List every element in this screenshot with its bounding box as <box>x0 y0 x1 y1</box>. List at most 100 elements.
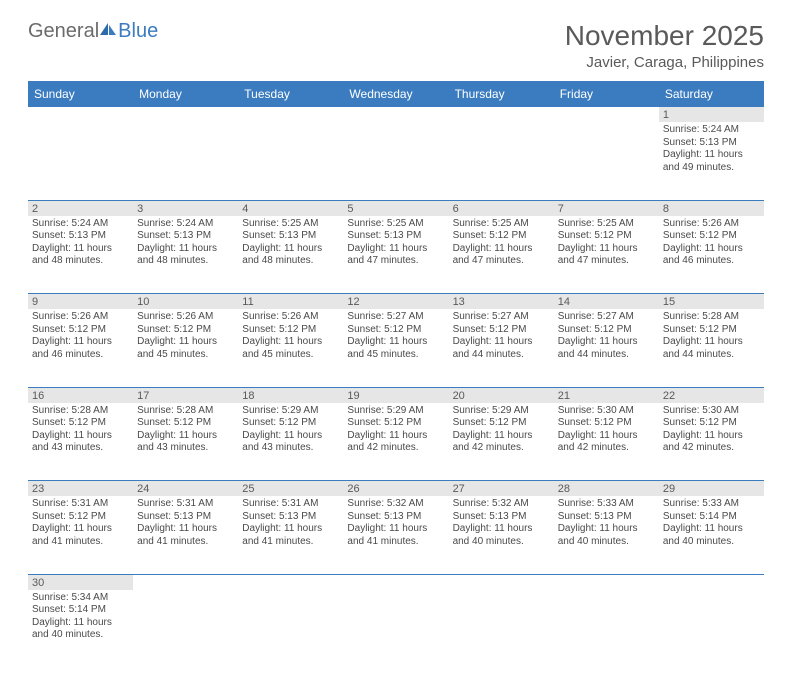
cell-line-ss: Sunset: 5:12 PM <box>242 417 339 430</box>
cell-line-d1: Daylight: 11 hours <box>242 523 339 536</box>
day-header: Sunday <box>28 81 133 107</box>
cell-line-sr: Sunrise: 5:27 AM <box>558 311 655 324</box>
day-number: 16 <box>28 387 133 403</box>
cell-line-sr: Sunrise: 5:25 AM <box>347 218 444 231</box>
cell-line-sr: Sunrise: 5:25 AM <box>453 218 550 231</box>
cell-line-ss: Sunset: 5:12 PM <box>558 324 655 337</box>
daynum-row: 9101112131415 <box>28 294 764 310</box>
cell-line-ss: Sunset: 5:12 PM <box>137 324 234 337</box>
cell-line-d1: Daylight: 11 hours <box>32 243 129 256</box>
daynum-row: 30 <box>28 574 764 590</box>
cell-line-d2: and 46 minutes. <box>663 255 760 268</box>
cell-line-d1: Daylight: 11 hours <box>347 243 444 256</box>
cell-line-d1: Daylight: 11 hours <box>453 523 550 536</box>
header: General Blue November 2025 Javier, Carag… <box>28 20 764 71</box>
empty-daynum <box>133 574 238 590</box>
empty-daynum <box>449 574 554 590</box>
cell-line-ss: Sunset: 5:12 PM <box>453 230 550 243</box>
cell-line-d1: Daylight: 11 hours <box>32 430 129 443</box>
daynum-row: 23242526272829 <box>28 481 764 497</box>
cell-line-sr: Sunrise: 5:27 AM <box>453 311 550 324</box>
cell-line-d2: and 44 minutes. <box>558 349 655 362</box>
cell-line-d1: Daylight: 11 hours <box>242 430 339 443</box>
day-header: Tuesday <box>238 81 343 107</box>
day-number: 19 <box>343 387 448 403</box>
cell-line-ss: Sunset: 5:12 PM <box>558 230 655 243</box>
day-header: Saturday <box>659 81 764 107</box>
cell-line-d1: Daylight: 11 hours <box>242 243 339 256</box>
cell-line-ss: Sunset: 5:12 PM <box>453 324 550 337</box>
day-header: Friday <box>554 81 659 107</box>
empty-daynum <box>28 107 133 122</box>
week-row: Sunrise: 5:24 AMSunset: 5:13 PMDaylight:… <box>28 216 764 294</box>
calendar-body: SundayMondayTuesdayWednesdayThursdayFrid… <box>28 81 764 668</box>
cell-line-d1: Daylight: 11 hours <box>32 523 129 536</box>
cell-line-d2: and 41 minutes. <box>137 536 234 549</box>
cell-line-d1: Daylight: 11 hours <box>558 430 655 443</box>
day-number: 30 <box>28 574 133 590</box>
day-number: 25 <box>238 481 343 497</box>
cell-line-d1: Daylight: 11 hours <box>663 430 760 443</box>
daynum-row: 1 <box>28 107 764 122</box>
cell-line-d2: and 44 minutes. <box>453 349 550 362</box>
cell-line-ss: Sunset: 5:13 PM <box>137 230 234 243</box>
day-number: 14 <box>554 294 659 310</box>
cell-line-d1: Daylight: 11 hours <box>663 243 760 256</box>
cell-line-d2: and 42 minutes. <box>558 442 655 455</box>
day-number: 15 <box>659 294 764 310</box>
empty-daynum <box>343 107 448 122</box>
cell-line-d1: Daylight: 11 hours <box>137 430 234 443</box>
cell-line-d1: Daylight: 11 hours <box>347 523 444 536</box>
cell-line-d2: and 47 minutes. <box>453 255 550 268</box>
day-cell: Sunrise: 5:34 AMSunset: 5:14 PMDaylight:… <box>28 590 133 668</box>
cell-line-sr: Sunrise: 5:32 AM <box>453 498 550 511</box>
cell-line-d2: and 43 minutes. <box>32 442 129 455</box>
cell-line-sr: Sunrise: 5:29 AM <box>242 405 339 418</box>
day-cell: Sunrise: 5:30 AMSunset: 5:12 PMDaylight:… <box>554 403 659 481</box>
empty-daynum <box>238 574 343 590</box>
day-cell: Sunrise: 5:26 AMSunset: 5:12 PMDaylight:… <box>238 309 343 387</box>
empty-cell <box>238 122 343 200</box>
cell-line-d2: and 42 minutes. <box>453 442 550 455</box>
empty-daynum <box>554 574 659 590</box>
cell-line-d1: Daylight: 11 hours <box>453 243 550 256</box>
day-cell: Sunrise: 5:31 AMSunset: 5:13 PMDaylight:… <box>238 496 343 574</box>
cell-line-d1: Daylight: 11 hours <box>663 336 760 349</box>
day-number: 4 <box>238 200 343 216</box>
day-cell: Sunrise: 5:29 AMSunset: 5:12 PMDaylight:… <box>449 403 554 481</box>
day-cell: Sunrise: 5:31 AMSunset: 5:13 PMDaylight:… <box>133 496 238 574</box>
day-cell: Sunrise: 5:32 AMSunset: 5:13 PMDaylight:… <box>343 496 448 574</box>
empty-cell <box>659 590 764 668</box>
day-cell: Sunrise: 5:26 AMSunset: 5:12 PMDaylight:… <box>659 216 764 294</box>
cell-line-sr: Sunrise: 5:31 AM <box>242 498 339 511</box>
cell-line-sr: Sunrise: 5:34 AM <box>32 592 129 605</box>
empty-cell <box>449 590 554 668</box>
cell-line-ss: Sunset: 5:13 PM <box>453 511 550 524</box>
day-cell: Sunrise: 5:29 AMSunset: 5:12 PMDaylight:… <box>343 403 448 481</box>
day-cell: Sunrise: 5:25 AMSunset: 5:13 PMDaylight:… <box>238 216 343 294</box>
day-number: 6 <box>449 200 554 216</box>
cell-line-d1: Daylight: 11 hours <box>137 243 234 256</box>
cell-line-sr: Sunrise: 5:26 AM <box>137 311 234 324</box>
cell-line-d2: and 41 minutes. <box>347 536 444 549</box>
cell-line-d2: and 45 minutes. <box>137 349 234 362</box>
cell-line-ss: Sunset: 5:12 PM <box>663 324 760 337</box>
day-number: 26 <box>343 481 448 497</box>
day-cell: Sunrise: 5:24 AMSunset: 5:13 PMDaylight:… <box>28 216 133 294</box>
day-number: 11 <box>238 294 343 310</box>
day-number: 13 <box>449 294 554 310</box>
cell-line-ss: Sunset: 5:12 PM <box>347 417 444 430</box>
day-cell: Sunrise: 5:24 AMSunset: 5:13 PMDaylight:… <box>133 216 238 294</box>
cell-line-ss: Sunset: 5:13 PM <box>347 230 444 243</box>
cell-line-ss: Sunset: 5:13 PM <box>32 230 129 243</box>
cell-line-sr: Sunrise: 5:24 AM <box>32 218 129 231</box>
cell-line-d2: and 43 minutes. <box>242 442 339 455</box>
empty-cell <box>449 122 554 200</box>
day-number: 3 <box>133 200 238 216</box>
week-row: Sunrise: 5:24 AMSunset: 5:13 PMDaylight:… <box>28 122 764 200</box>
day-number: 17 <box>133 387 238 403</box>
cell-line-d2: and 47 minutes. <box>558 255 655 268</box>
cell-line-d2: and 42 minutes. <box>663 442 760 455</box>
day-cell: Sunrise: 5:32 AMSunset: 5:13 PMDaylight:… <box>449 496 554 574</box>
day-header-row: SundayMondayTuesdayWednesdayThursdayFrid… <box>28 81 764 107</box>
